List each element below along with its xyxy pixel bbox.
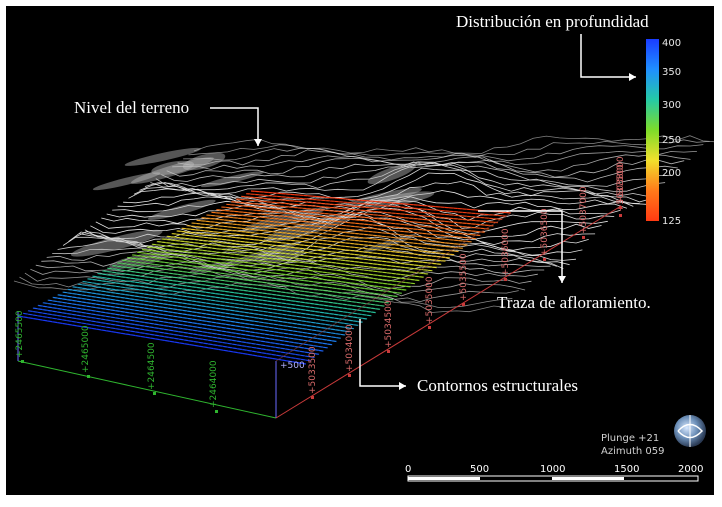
annotation-arrow (580, 34, 636, 78)
coordinate-axes: +2465500 +2465000 +2464500 +2464000 +5033500… (15, 156, 626, 419)
axis-tick (215, 410, 218, 413)
front-axis-label: +5033500 (308, 346, 318, 394)
left-axis-label: +2464000 (209, 360, 219, 408)
colorbar-tick: 200 (662, 168, 682, 179)
legend-title-label: Distribución en profundidad (456, 12, 649, 31)
front-axis-label: +5038000 (616, 156, 626, 204)
arrow-head (254, 139, 262, 146)
annotation-arrow (478, 210, 563, 283)
arrow-head (399, 382, 406, 390)
axis-tick (21, 360, 24, 363)
front-axis-label: +5037500 (616, 164, 626, 212)
axis-tick (619, 206, 622, 209)
3d-scene[interactable]: +2465500 +2465000 +2464500 +2464000 +5033500… (6, 6, 714, 495)
colorbar-tick: 300 (662, 100, 682, 111)
axis-tick (348, 374, 351, 377)
arrow-head (629, 73, 636, 81)
scale-bar (407, 475, 699, 482)
front-axis-label: +5034000 (345, 324, 355, 372)
front-axis-label: +5034500 (384, 300, 394, 348)
structural-contours-surface (17, 190, 512, 365)
axis-tick (619, 214, 622, 217)
scale-label: 2000 (678, 464, 704, 475)
axis-tick (504, 278, 507, 281)
axis-tick (543, 258, 546, 261)
depth-colorbar (646, 39, 659, 221)
axis-tick (428, 326, 431, 329)
front-axis-label: +5035500 (459, 253, 469, 301)
axis-tick (582, 236, 585, 239)
azimuth-readout: Azimuth 059 (601, 446, 665, 457)
3d-view-panel: +2465500 +2465000 +2464500 +2464000 +5033500… (6, 6, 714, 495)
annotation-arrow (359, 319, 406, 387)
outcrop-trace-label: Traza de afloramiento. (497, 293, 651, 312)
axis-tick (153, 392, 156, 395)
axis-tick (387, 350, 390, 353)
axis-tick (87, 375, 90, 378)
structural-contours-label: Contornos estructurales (417, 376, 578, 395)
left-axis-label: +2465000 (81, 325, 91, 373)
scale-label: 1500 (614, 464, 640, 475)
axis-tick (462, 303, 465, 306)
scale-label: 1000 (540, 464, 566, 475)
annotation-arrow (210, 107, 259, 146)
vertical-axis-label: +500 (280, 361, 305, 371)
colorbar-tick: 125 (662, 216, 682, 227)
colorbar-tick: 250 (662, 135, 682, 146)
front-axis-label: +5035000 (425, 276, 435, 324)
colorbar-tick: 350 (662, 67, 682, 78)
scale-label: 0 (405, 464, 412, 475)
scale-label: 500 (470, 464, 490, 475)
front-axis-label: +5037000 (579, 186, 589, 234)
axis-tick (311, 396, 314, 399)
front-axis-label: +5036000 (501, 228, 511, 276)
compass-globe-icon[interactable] (674, 415, 706, 447)
front-axis-label: +5036500 (540, 208, 550, 256)
plunge-readout: Plunge +21 (601, 433, 660, 444)
annotation-arrows (210, 34, 636, 390)
left-axis-label: +2464500 (147, 342, 157, 390)
ground-level-label: Nivel del terreno (74, 98, 190, 117)
arrow-head (558, 276, 566, 283)
colorbar-tick: 400 (662, 38, 682, 49)
left-axis-label: +2465500 (15, 310, 25, 358)
